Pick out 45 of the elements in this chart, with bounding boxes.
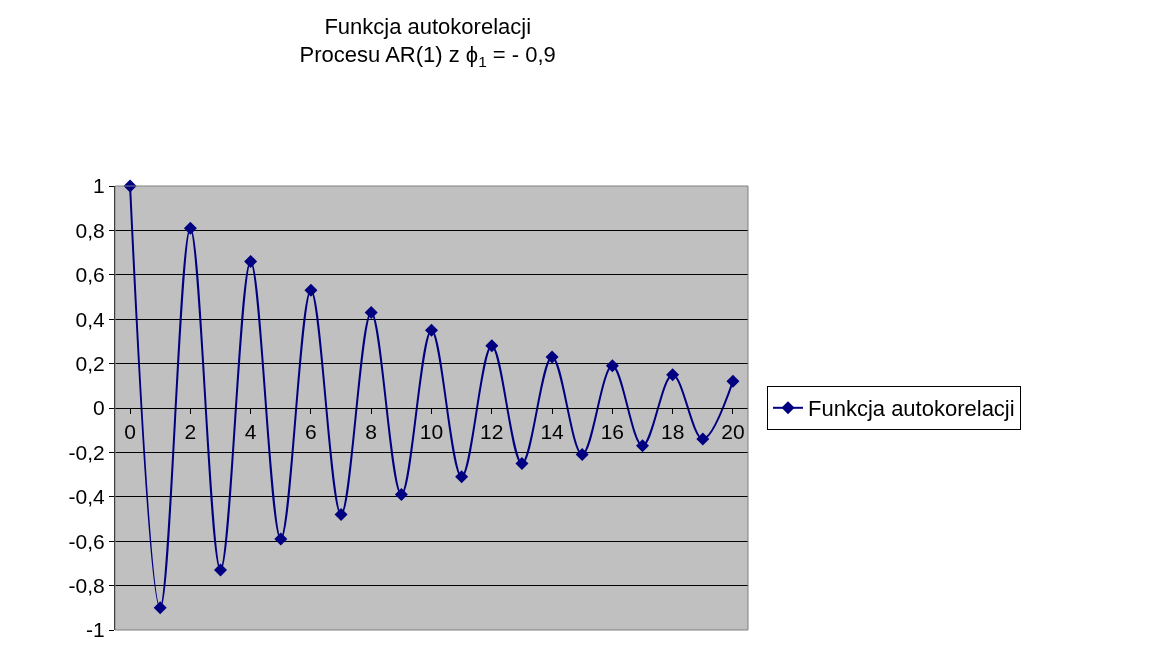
y-tick-label: -0,2: [68, 440, 105, 464]
point: [214, 563, 227, 577]
point: [696, 432, 710, 446]
y-tick-label: -1: [86, 618, 105, 642]
point: [274, 532, 288, 546]
point: [545, 350, 559, 364]
y-tick-label: -0,4: [68, 485, 106, 509]
point: [425, 323, 438, 337]
point: [605, 359, 619, 373]
y-tick-label: 0,2: [75, 351, 105, 375]
x-tick-label: 10: [419, 420, 444, 444]
y-tick-label: -0,8: [68, 573, 105, 597]
y-tick-label: 0: [93, 396, 105, 420]
chart-title: Funkcja autokorelacji: [324, 13, 532, 39]
point: [394, 488, 408, 502]
x-tick-label: 12: [480, 420, 504, 444]
point: [183, 221, 197, 235]
point: [575, 448, 589, 462]
y-tick-label: -0,6: [68, 529, 105, 553]
point: [304, 283, 318, 297]
x-tick-label: 4: [244, 420, 257, 444]
legend-label: Funkcja autokorelacji: [807, 396, 1015, 422]
y-tick-label: 1: [93, 174, 105, 198]
x-tick-label: 16: [600, 420, 625, 444]
x-tick-label: 6: [305, 420, 317, 444]
point: [334, 508, 348, 522]
point: [485, 339, 499, 353]
x-tick-label: 0: [124, 420, 136, 444]
x-tick-label: 8: [365, 420, 378, 444]
y-tick-label: 0,8: [75, 218, 105, 242]
x-tick-label: 14: [540, 420, 565, 444]
point: [364, 306, 378, 320]
point: [515, 457, 529, 470]
x-tick-label: 18: [660, 420, 685, 444]
point: [636, 439, 649, 453]
point: [244, 254, 258, 268]
point: [726, 374, 740, 388]
x-tick-label: 20: [721, 420, 745, 444]
x-tick-label: 2: [184, 420, 197, 444]
point: [666, 368, 680, 382]
point: [153, 601, 167, 615]
chart-subtitle: Procesu AR(1) z ϕ$_{1}$ = - 0,9: [299, 42, 556, 70]
y-tick-label: 0,6: [75, 263, 105, 287]
y-tick-label: 0,4: [75, 307, 106, 331]
point: [455, 470, 469, 484]
